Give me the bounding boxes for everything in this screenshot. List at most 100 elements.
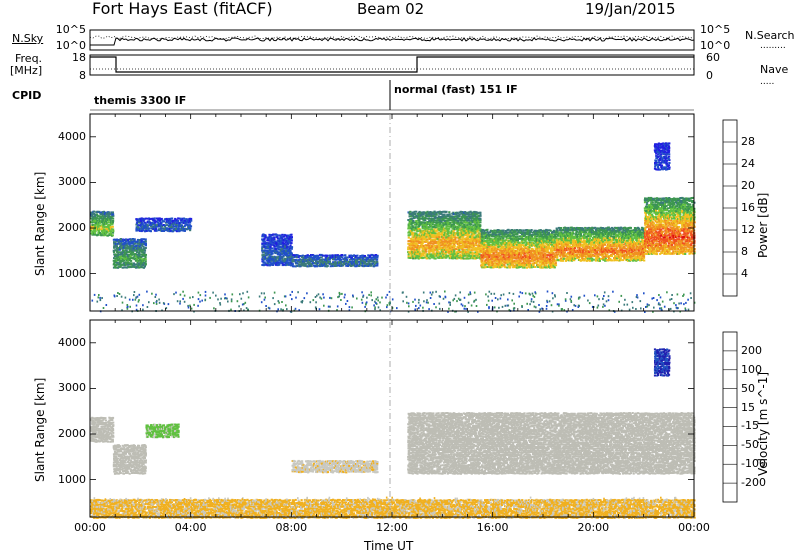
scatter-cell [133,248,136,251]
scatter-cell [588,241,591,244]
scatter-cell [160,221,163,224]
scatter-cell [579,247,582,250]
scatter-cell [435,226,438,229]
scatter-cell [557,237,560,240]
scatter-cell [575,254,578,257]
scatter-cell [110,211,113,214]
scatter-cell [261,242,264,245]
scatter-cell [476,230,479,233]
scatter-cell [457,219,460,222]
scatter-cell [514,247,517,250]
scatter-cell [278,259,281,262]
scatter-cell [99,211,102,214]
scatter-cell [108,213,111,216]
scatter-cell [567,227,570,230]
scatter-cell [484,255,487,258]
scatter-cell [264,262,267,265]
scatter-cell [143,243,146,246]
scatter-cell [167,224,170,227]
scatter-cell [373,254,376,257]
scatter-cell [458,249,461,252]
scatter-cell [448,244,451,247]
scatter-cell [359,258,362,261]
scatter-cell [567,241,571,244]
scatter-cell [583,249,586,252]
scatter-cell [524,256,527,258]
scatter-cell [511,257,514,260]
scatter-cell [491,260,494,263]
scatter-cell [136,246,139,249]
scatter-cell [568,253,571,256]
scatter-cell [563,243,566,246]
scatter-cell [554,259,557,262]
scatter-cell [297,260,300,263]
scatter-cell [489,264,492,267]
scatter-cell [168,230,171,233]
scatter-cell [424,221,427,224]
scatter-cell [595,253,598,256]
scatter-cell [129,249,133,252]
scatter-cell [472,257,475,260]
scatter-cell [181,229,184,232]
scatter-cell [412,257,415,260]
scatter-cell [327,262,330,265]
scatter-cell [590,247,593,250]
scatter-cell [467,235,470,238]
scatter-cell [475,241,478,244]
scatter-cell [575,229,578,232]
scatter-cell [347,263,350,266]
scatter-cell [291,263,294,266]
scatter-cell [407,255,410,258]
scatter-cell [601,257,604,260]
scatter-cell [449,221,452,224]
scatter-cell [543,231,546,234]
scatter-cell [505,242,508,245]
scatter-cell [289,249,292,252]
scatter-cell [310,263,313,265]
scatter-cell [489,251,492,254]
scatter-cell [584,226,587,229]
scatter-cell [575,253,578,256]
scatter-cell [459,229,462,232]
scatter-cell [121,249,125,252]
scatter-cell [436,235,439,238]
scatter-cell [123,241,126,244]
scatter-cell [535,251,539,254]
scatter-cell [304,263,307,266]
scatter-cell [122,238,125,241]
scatter-cell [417,215,420,218]
scatter-cell [269,238,272,241]
scatter-cell [363,262,366,265]
scatter-cell [350,262,354,265]
scatter-cell [454,215,457,218]
scatter-cell [165,220,168,223]
scatter-cell [585,250,588,253]
scatter-cell [576,251,579,254]
scatter-cell [94,220,97,223]
scatter-cell [273,255,276,258]
scatter-cell [447,232,450,235]
scatter-cell [511,264,514,266]
scatter-cell [108,215,111,218]
scatter-cell [517,251,520,254]
scatter-cell [290,252,293,255]
scatter-cell [532,253,535,256]
scatter-cell [543,250,546,252]
scatter-cell [281,248,284,251]
scatter-cell [572,257,576,259]
scatter-cell [359,260,363,263]
scatter-cell [282,263,285,266]
scatter-cell [589,243,592,246]
scatter-cell [432,219,435,222]
scatter-cell [329,256,332,259]
scatter-cell [535,261,538,264]
scatter-cell [473,233,476,236]
scatter-cell [261,249,264,252]
scatter-cell [94,227,97,230]
scatter-cell [284,237,287,240]
nsky-panel-frame [89,29,695,51]
scatter-cell [465,236,468,239]
scatter-cell [493,249,496,252]
scatter-cell [290,236,293,239]
scatter-cell [585,243,588,246]
